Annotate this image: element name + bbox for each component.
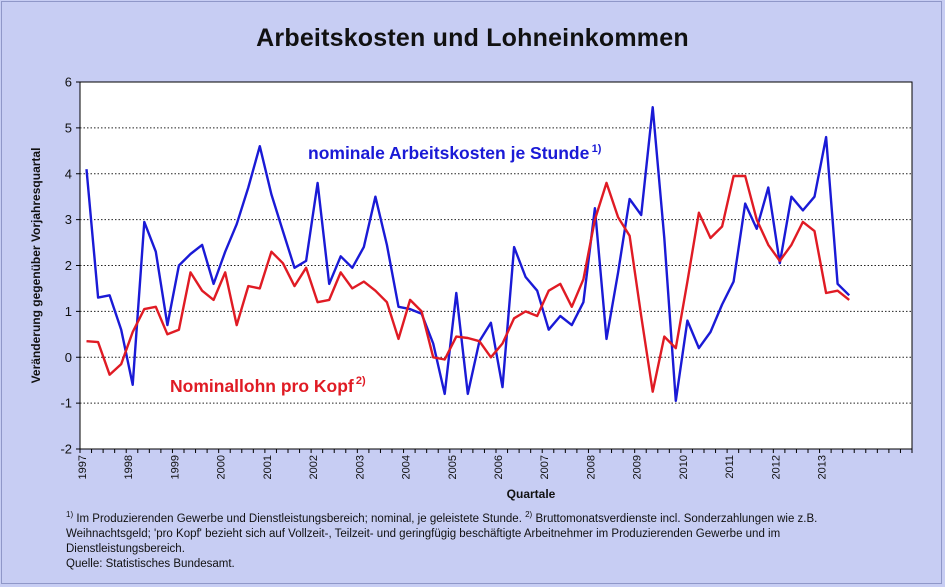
series-label-arbeitskosten: nominale Arbeitskosten je Stunde	[308, 143, 590, 163]
x-tick-label: 1997	[77, 455, 89, 479]
x-tick-label: 2000	[216, 455, 228, 479]
x-tick-label: 2006	[493, 455, 505, 479]
series-label-nominallohn-sup: 2)	[356, 375, 366, 387]
series-nominallohn-line	[86, 174, 850, 393]
x-tick-label: 2013	[817, 455, 829, 479]
footnote-2-text-a: Bruttomonatsverdienste incl. Sonderzahlu…	[535, 512, 818, 525]
x-tick-label: 2004	[401, 455, 413, 479]
y-tick-label: 4	[65, 166, 72, 181]
footnote-line-3: Dienstleistungsbereich.	[66, 543, 185, 556]
footnotes: 1) Im Produzierenden Gewerbe und Dienstl…	[66, 507, 926, 573]
x-tick-label: 2005	[447, 455, 459, 479]
series-label-arbeitskosten-sup: 1)	[592, 143, 602, 155]
footnote-line-2: Weihnachtsgeld; 'pro Kopf' bezieht sich …	[66, 528, 781, 541]
y-tick-label: -2	[60, 442, 72, 457]
x-tick-label: 2003	[354, 455, 366, 479]
x-tick-label: 2008	[585, 455, 597, 479]
footnote-sup-2: 2)	[525, 510, 533, 519]
y-tick-label: 2	[65, 258, 72, 273]
chart-title: Arbeitskosten und Lohneinkommen	[256, 24, 689, 52]
y-axis-label: Veränderung gegenüber Vorjahresquartal	[29, 148, 43, 384]
footnote-source: Quelle: Statistisches Bundesamt.	[66, 558, 235, 571]
y-tick-label: 6	[65, 75, 72, 90]
x-tick-label: 2002	[308, 455, 320, 479]
x-tick-label: 2001	[262, 455, 274, 479]
x-tick-label: 2007	[539, 455, 551, 479]
footnote-line-1: 1) Im Produzierenden Gewerbe und Dienstl…	[66, 507, 926, 527]
x-tick-label: 2010	[678, 455, 690, 479]
x-tick-label: 1998	[123, 455, 135, 479]
y-tick-label: 3	[65, 212, 72, 227]
footnote-sup-1: 1)	[66, 510, 74, 519]
series-arbeitskosten-line	[85, 105, 851, 402]
y-tick-label: -1	[60, 396, 72, 411]
x-tick-label: 2011	[724, 455, 736, 479]
footnote-1-text: Im Produzierenden Gewerbe und Dienstleis…	[76, 512, 522, 525]
y-tick-label: 5	[65, 120, 72, 135]
x-tick-label: 2009	[632, 455, 644, 479]
series-label-nominallohn: Nominallohn pro Kopf	[170, 376, 354, 396]
y-tick-label: 1	[65, 304, 72, 319]
x-axis-label: Quartale	[507, 487, 556, 501]
x-tick-label: 2012	[770, 455, 782, 479]
x-tick-label: 1999	[169, 455, 181, 479]
y-tick-label: 0	[65, 350, 72, 365]
